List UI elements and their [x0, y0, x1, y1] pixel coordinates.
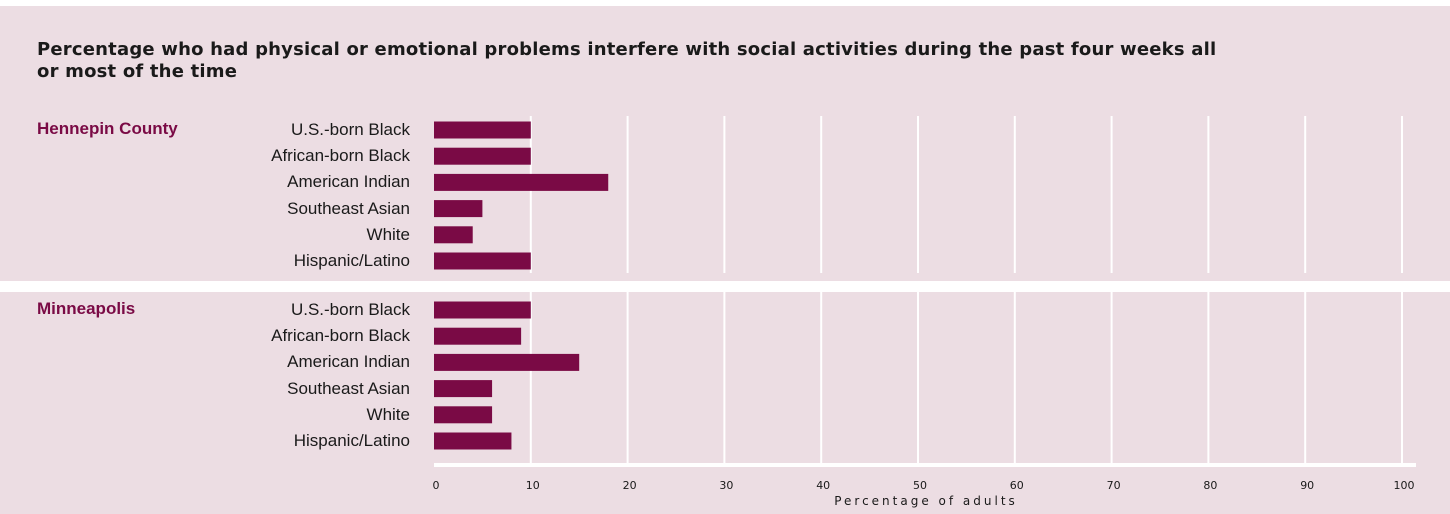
category-label: White [366, 404, 410, 424]
bar [434, 301, 531, 319]
x-tick-label: 60 [1009, 479, 1024, 492]
category-label: Southeast Asian [287, 198, 410, 218]
group-label: Hennepin County [37, 119, 178, 138]
x-tick-label: 20 [622, 479, 637, 492]
x-tick-label: 40 [816, 479, 831, 492]
x-axis-line [434, 463, 1416, 467]
x-tick-label: 100 [1393, 479, 1415, 492]
x-tick-label: 0 [432, 479, 440, 492]
bar [434, 353, 580, 371]
x-tick-label: 70 [1106, 479, 1121, 492]
bar [434, 173, 609, 191]
bar [434, 432, 512, 450]
group-label: Minneapolis [37, 299, 136, 318]
bar [434, 406, 493, 424]
bar [434, 226, 473, 244]
category-label: Hispanic/Latino [293, 251, 410, 270]
x-axis-title: Percentage of adults [834, 494, 1018, 508]
x-tick-label: 50 [913, 479, 927, 492]
bar [434, 380, 493, 398]
category-label: U.S.-born Black [290, 300, 410, 319]
bar [434, 147, 531, 165]
bar [434, 121, 531, 139]
category-label: White [366, 224, 410, 244]
category-label: Southeast Asian [287, 378, 410, 398]
x-tick-label: 80 [1203, 479, 1218, 492]
category-label: African-born Black [271, 326, 410, 346]
category-label: American Indian [287, 172, 410, 192]
chart-title: Percentage who had physical or emotional… [37, 39, 1217, 82]
category-label: American Indian [287, 352, 410, 372]
category-label: Hispanic/Latino [293, 431, 410, 450]
category-label: U.S.-born Black [290, 120, 410, 139]
category-label: African-born Black [271, 146, 410, 166]
bar [434, 200, 483, 218]
x-tick-label: 10 [525, 479, 540, 492]
x-tick-label: 30 [719, 479, 734, 492]
x-tick-label: 90 [1300, 479, 1315, 492]
bar [434, 327, 522, 345]
bar [434, 252, 531, 270]
